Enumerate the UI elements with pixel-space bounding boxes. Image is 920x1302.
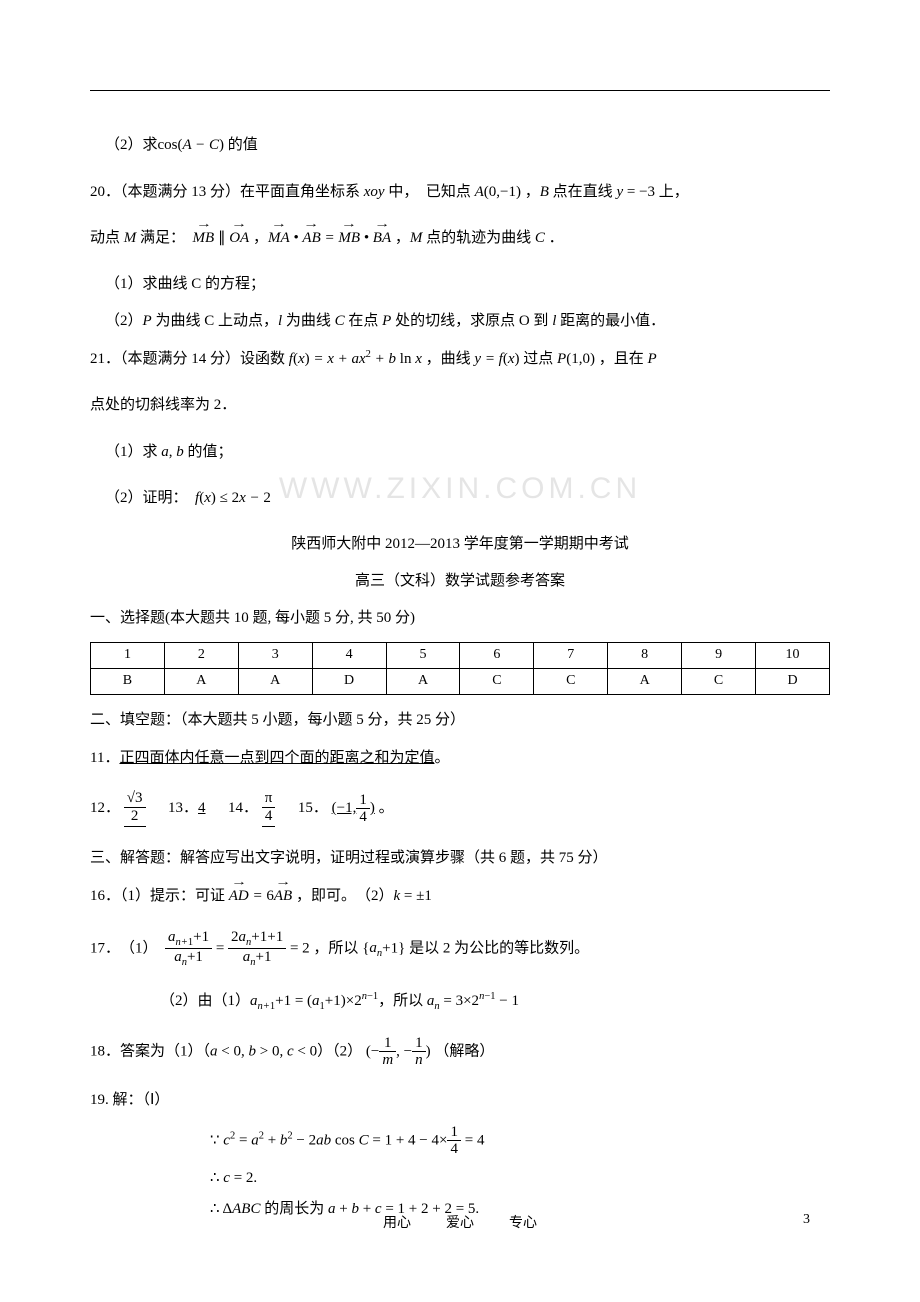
footer-left: 用心 xyxy=(383,1216,411,1231)
ans-10: D xyxy=(756,668,830,694)
answer-17-p1: 17． （1） an+1+1 an+1 = 2an+1+1 an+1 = 2 ，… xyxy=(90,929,830,969)
answers-table: 1 2 3 4 5 6 7 8 9 10 B A A D A C C A C D xyxy=(90,642,830,695)
q20-p1: （1）求曲线 C 的方程； xyxy=(90,271,830,298)
top-rule xyxy=(90,90,830,91)
answer-17-p2: （2）由（1）an+1+1 = (a1+1)×2n−1，所以 an = 3×2n… xyxy=(90,987,830,1017)
col-3: 3 xyxy=(238,642,312,668)
table-row: B A A D A C C A C D xyxy=(91,668,830,694)
q21-lead: 21．（本题满分 14 分）设函数 f(x) = x + ax2 + b ln … xyxy=(90,345,830,374)
col-7: 7 xyxy=(534,642,608,668)
page-number: 3 xyxy=(803,1212,810,1228)
answer-16: 16．（1）提示：可证 AD = 6AB ，即可。 （2）k = ±1 xyxy=(90,882,830,911)
ans-6: C xyxy=(460,668,534,694)
section1-heading: 一、选择题(本大题共 10 题, 每小题 5 分, 共 50 分) xyxy=(90,605,830,632)
a12-label: 12． xyxy=(90,800,120,816)
ans-7: C xyxy=(534,668,608,694)
answer-11: 11．正四面体内任意一点到四个面的距离之和为定值。 xyxy=(90,744,830,773)
col-1: 1 xyxy=(91,642,165,668)
col-9: 9 xyxy=(682,642,756,668)
answers-12-15: 12． √32 13．4 14． π4 15． (−1,14) 。 xyxy=(90,790,830,827)
col-6: 6 xyxy=(460,642,534,668)
col-4: 4 xyxy=(312,642,386,668)
q21-p2: （2）证明： f(x) ≤ 2x − 2 xyxy=(90,484,830,513)
col-5: 5 xyxy=(386,642,460,668)
ans-3: A xyxy=(238,668,312,694)
col-8: 8 xyxy=(608,642,682,668)
a15-label: 15． xyxy=(298,800,328,816)
q21-lead2: 点处的切斜线率为 2． xyxy=(90,391,830,420)
ans-4: D xyxy=(312,668,386,694)
a13-label: 13． xyxy=(168,800,198,816)
a17-frac1: an+1+1 an+1 xyxy=(165,929,212,969)
ans-9: C xyxy=(682,668,756,694)
a19-eq2: ∴ c = 2. xyxy=(90,1168,830,1187)
a12-value: √32 xyxy=(124,790,146,827)
section3-heading: 三、解答题：解答应写出文字说明，证明过程或演算步骤（共 6 题，共 75 分） xyxy=(90,845,830,872)
q21-p1: （1）求 a, b 的值； xyxy=(90,438,830,467)
answer-title1: 陕西师大附中 2012—2013 学年度第一学期期中考试 xyxy=(90,531,830,558)
footer-right: 专心 xyxy=(509,1216,537,1231)
page-footer: 用心 爱心 专心 3 xyxy=(0,1212,920,1232)
answer-title2: 高三（文科）数学试题参考答案 xyxy=(90,568,830,595)
q20-cond: 动点 M 满足： MB ∥ OA ，MA • AB = MB • BA ，M 点… xyxy=(90,224,830,253)
answer-18: 18．答案为（1）（a < 0, b > 0, c < 0）（2） (−1m, … xyxy=(90,1035,830,1069)
a15-value: (−1,14) xyxy=(332,800,375,816)
a17-frac2: 2an+1+1 an+1 xyxy=(228,929,286,969)
q20-p2: （2）P 为曲线 C 上动点，l 为曲线 C 在点 P 处的切线，求原点 O 到… xyxy=(90,308,830,335)
a14-value: π4 xyxy=(262,790,276,827)
a14-label: 14． xyxy=(228,800,258,816)
table-row: 1 2 3 4 5 6 7 8 9 10 xyxy=(91,642,830,668)
ans-8: A xyxy=(608,668,682,694)
col-2: 2 xyxy=(164,642,238,668)
ans-5: A xyxy=(386,668,460,694)
ans-2: A xyxy=(164,668,238,694)
a19-eq1: ∵ c2 = a2 + b2 − 2ab cos C = 1 + 4 − 4×1… xyxy=(90,1124,830,1158)
section2-heading: 二、填空题：（本大题共 5 小题，每小题 5 分，共 25 分） xyxy=(90,707,830,734)
a13-value: 4 xyxy=(198,800,206,816)
ans-1: B xyxy=(91,668,165,694)
col-10: 10 xyxy=(756,642,830,668)
q19-part2: （2）求cos(A − C) 的值 xyxy=(90,131,830,160)
q20-lead: 20．（本题满分 13 分）在平面直角坐标系 xoy 中， 已知点 A(0,−1… xyxy=(90,178,830,207)
answer-19-lead: 19. 解：（Ⅰ） xyxy=(90,1087,830,1114)
footer-mid: 爱心 xyxy=(446,1216,474,1231)
